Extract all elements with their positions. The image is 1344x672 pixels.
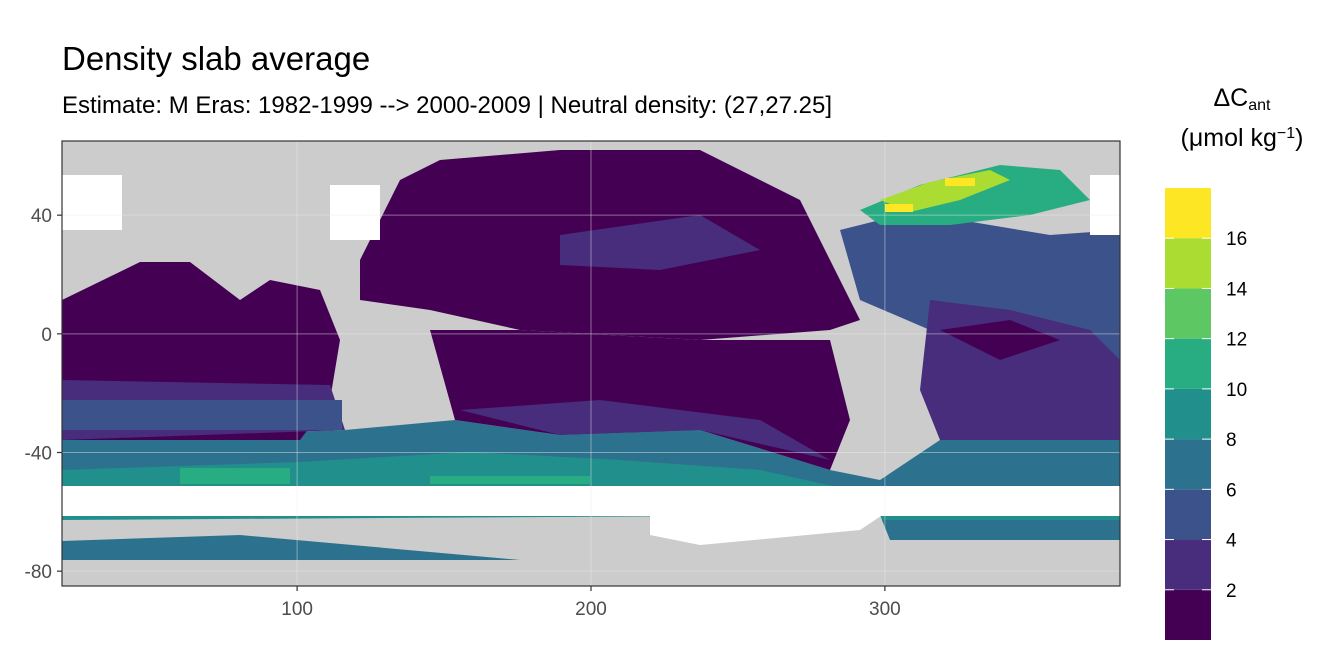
- region-max-2: [885, 204, 913, 212]
- legend-tick-label-4: 10: [1226, 380, 1247, 401]
- legend-title-unit: (μmol kg: [1180, 124, 1277, 152]
- region-north-pacific-mid: [560, 215, 760, 270]
- chart-title: Density slab average: [62, 40, 371, 77]
- legend-tick-label-0: 2: [1226, 581, 1237, 602]
- region-southern-ocean-high-2: [430, 476, 590, 484]
- chart-subtitle: Estimate: M Eras: 1982-1999 --> 2000-200…: [62, 92, 832, 119]
- region-antarctica: [62, 515, 1120, 586]
- legend-swatch-2: [1165, 489, 1211, 540]
- legend-swatch-4: [1165, 388, 1211, 440]
- x-tick-label-1: 200: [575, 599, 607, 620]
- nodata-patch-3: [1090, 175, 1120, 235]
- y-tick-label-1: 0: [41, 325, 52, 346]
- legend-swatch-3: [1165, 439, 1211, 490]
- region-south-pacific-mid: [460, 400, 830, 460]
- region-weddell-shelf: [62, 535, 520, 560]
- region-southern-ocean-high: [180, 468, 290, 484]
- legend-swatch-1: [1165, 539, 1211, 590]
- legend-tick-label-3: 8: [1226, 430, 1237, 451]
- y-tick-label-0: 40: [31, 206, 52, 227]
- nodata-patch-2: [330, 185, 380, 240]
- legend-title-unit-exponent: −1: [1276, 125, 1296, 142]
- x-tick-label-0: 100: [281, 599, 313, 620]
- y-tick-label-2: -40: [25, 444, 52, 465]
- region-antarctic-nodata: [62, 486, 1120, 516]
- legend-tick-label-1: 4: [1226, 531, 1237, 552]
- region-max-1: [945, 178, 975, 186]
- legend-tick-label-5: 12: [1226, 330, 1247, 351]
- grid-layer: [62, 141, 1120, 586]
- legend-tick-label-2: 6: [1226, 480, 1237, 501]
- legend-tick-label-7: 16: [1226, 229, 1247, 250]
- legend-swatch-5: [1165, 338, 1211, 389]
- legend-title-symbol: ΔC: [1213, 84, 1249, 112]
- legend-swatch-7: [1165, 238, 1211, 289]
- region-indian-south-band: [62, 400, 342, 430]
- map-layer: [62, 150, 1120, 586]
- x-tick-label-2: 300: [869, 599, 901, 620]
- region-ross-ice: [650, 510, 890, 545]
- legend-title-subscript: ant: [1248, 97, 1271, 114]
- legend-title-unit-close: ): [1295, 124, 1304, 152]
- region-equatorial-atlantic: [940, 320, 1060, 360]
- legend-swatch-8: [1165, 188, 1211, 239]
- legend-swatch-0: [1165, 589, 1211, 640]
- nodata-patch-1: [62, 175, 122, 230]
- y-tick-label-3: -80: [25, 562, 52, 583]
- legend-title: ΔCant (μmol kg−1): [1162, 86, 1322, 151]
- color-legend: 2 4 6 8 10 12 14 16: [1165, 188, 1248, 640]
- legend-swatch-6: [1165, 288, 1211, 339]
- region-labrador-irminger: [880, 170, 1010, 212]
- legend-tick-label-6: 14: [1226, 279, 1248, 300]
